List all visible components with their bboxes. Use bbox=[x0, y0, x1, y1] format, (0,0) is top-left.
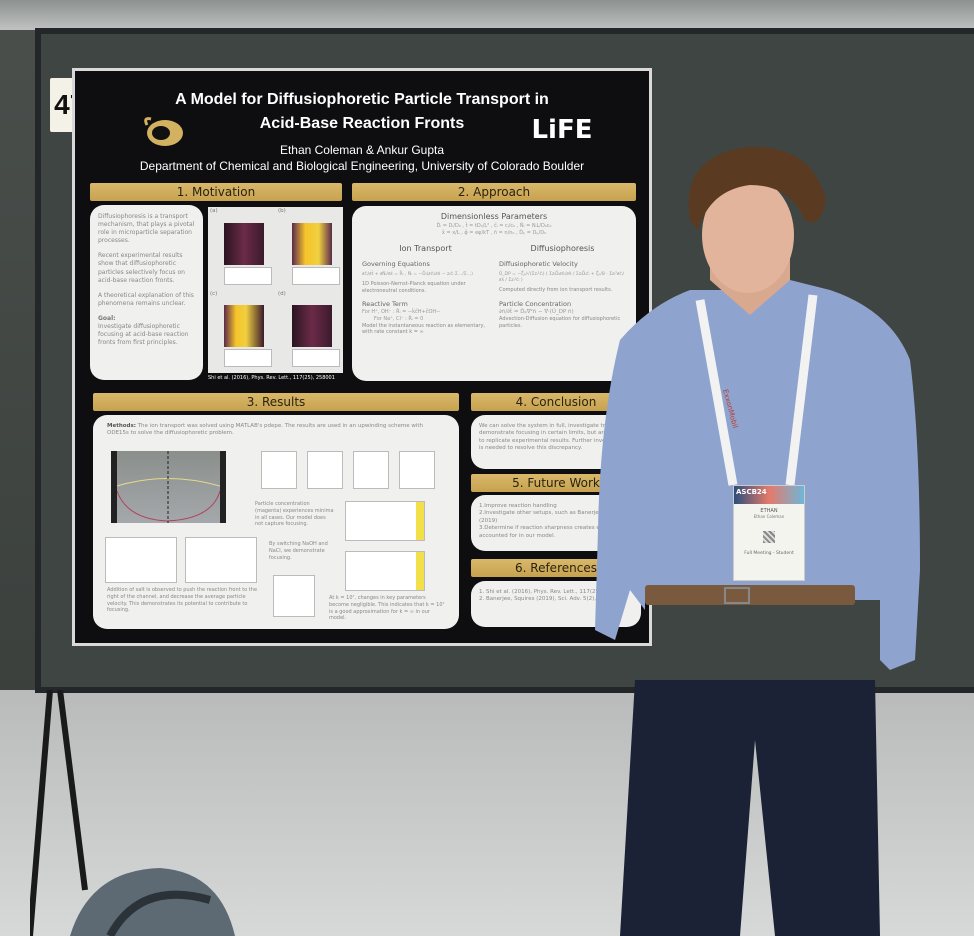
face bbox=[702, 177, 794, 293]
inset-plot-b bbox=[292, 267, 340, 285]
panel-label-b: (b) bbox=[278, 208, 286, 214]
dimless-eq2: x̃ = x/L , φ̃ = eφ/kT , ñ = n/n₀ , D̃ₚ =… bbox=[441, 229, 547, 236]
note-minima: Particle concentration (magenta) experie… bbox=[255, 501, 334, 528]
conclusion-header: 4. Conclusion bbox=[471, 393, 641, 411]
future-item: 3.Determine if reaction sharpness create… bbox=[479, 525, 626, 539]
velocity-label: Diffusiophoretic Velocity bbox=[499, 260, 578, 269]
particle-conc-note: Advection-Diffusion equation for diffusi… bbox=[499, 315, 621, 329]
reactive-term-label: Reactive Term bbox=[362, 300, 408, 309]
goal-text: Investigate diffusiophoretic focusing at… bbox=[98, 323, 189, 347]
badge-event: ASCB24 bbox=[734, 486, 804, 504]
velocity-eq: Ũ_DP = −ζ̃ₚ/√(Σzᵢ²c̃ᵢ) ( ΣzᵢD̃ᵢ∂c̃ᵢ/∂x̃ … bbox=[499, 271, 625, 283]
plot-equilibrium-conc bbox=[345, 551, 425, 591]
plot-salt-2 bbox=[353, 451, 389, 489]
backpack bbox=[70, 868, 235, 936]
plot-no-salt bbox=[261, 451, 297, 489]
panel-label-c: (c) bbox=[210, 291, 218, 297]
panel-label-a: (a) bbox=[210, 208, 218, 214]
qr-code-icon bbox=[763, 531, 775, 543]
poster-title-line2: Acid-Base Reaction Fronts bbox=[259, 115, 465, 132]
plot-switched bbox=[273, 575, 315, 617]
badge-first-name: ETHAN bbox=[760, 508, 778, 514]
note-switch: By switching NaOH and NaCl, we demonstra… bbox=[269, 541, 328, 561]
plot-front-vs-salt bbox=[105, 537, 177, 583]
diffusiophoresis-title: Diffusiophoresis bbox=[530, 244, 595, 254]
presenter-person: ExxonMobil ASCB24 ETHAN Ethan Coleman Fu… bbox=[590, 140, 930, 936]
reference-item: 1. Shi et al. (2016), Phys. Rev. Lett., … bbox=[479, 589, 626, 595]
badge-full-name: Ethan Coleman bbox=[753, 514, 785, 519]
dimless-eq1: D̃ᵢ = Dᵢ/D₀ , t̃ = tD₀/L² , c̃ᵢ = cᵢ/c₀ … bbox=[436, 222, 552, 229]
buffalo-logo-icon bbox=[144, 117, 183, 146]
motivation-p3: A theoretical explanation of this phenom… bbox=[98, 291, 194, 307]
inset-plot-d bbox=[292, 349, 340, 367]
reference-item: 2. Banerjee, Squires (2019), Sci. Adv. 5… bbox=[479, 596, 626, 603]
experiment-figure: (a) (b) (c) (d) bbox=[208, 207, 343, 373]
motivation-p1: Diffusiophoresis is a transport mechanis… bbox=[98, 213, 195, 245]
velocity-note: Computed directly from ion transport res… bbox=[499, 286, 613, 293]
future-item: 1.Improve reaction handling bbox=[479, 503, 557, 509]
plot-front-location bbox=[345, 501, 425, 541]
future-work-header: 5. Future Work bbox=[471, 474, 641, 492]
motivation-p2: Recent experimental results show that di… bbox=[98, 252, 185, 284]
plot-salt-1 bbox=[307, 451, 343, 489]
methods-text: The ion transport was solved using MATLA… bbox=[107, 423, 423, 437]
channel-profile-curves bbox=[116, 451, 221, 523]
figure-caption: Shi et al. (2016), Phys. Rev. Lett., 117… bbox=[208, 375, 335, 381]
goal-label: Goal: bbox=[98, 314, 116, 322]
methods-label: Methods: bbox=[107, 423, 136, 429]
results-header: 3. Results bbox=[93, 393, 459, 411]
ion-transport-title: Ion Transport bbox=[399, 244, 452, 254]
note-k: At k = 10⁷, changes in key parameters be… bbox=[329, 595, 445, 622]
name-badge: ASCB24 ETHAN Ethan Coleman Full Meeting … bbox=[733, 485, 805, 581]
reactive-eq1: For H⁺, OH⁻ : R̃ᵢ = −k̃c̃H+c̃OH− bbox=[362, 309, 441, 316]
dimless-title: Dimensionless Parameters bbox=[440, 212, 548, 221]
motivation-text-box: Diffusiophoresis is a transport mechanis… bbox=[90, 205, 203, 380]
badge-type: Full Meeting - Student bbox=[744, 551, 794, 556]
board-stand-legs bbox=[30, 690, 88, 936]
motivation-header: 1. Motivation bbox=[90, 183, 342, 201]
inset-plot-a bbox=[224, 267, 272, 285]
approach-box: Dimensionless Parameters D̃ᵢ = Dᵢ/D₀ , t… bbox=[352, 206, 636, 381]
note-salt: Addition of salt is observed to push the… bbox=[107, 587, 258, 614]
channel-diagram bbox=[111, 451, 226, 523]
curly-hair bbox=[688, 147, 826, 230]
approach-header: 2. Approach bbox=[352, 183, 636, 201]
future-item: 2.Investigate other setups, such as Bane… bbox=[479, 510, 626, 524]
inset-plot-c bbox=[224, 349, 272, 367]
governing-eq: ∂c̃ᵢ/∂t̃ + ∂Ñᵢ/∂x̃ = R̃ᵢ , Ñᵢ = −D̃ᵢ(∂c̃… bbox=[362, 271, 473, 277]
shirt bbox=[595, 280, 920, 670]
poster-title-line1: A Model for Diffusiophoretic Particle Tr… bbox=[175, 91, 549, 108]
reactive-note: Model the instantaneous reaction as elem… bbox=[362, 322, 485, 336]
ceiling bbox=[0, 0, 974, 30]
heatmap-a bbox=[224, 223, 264, 265]
reactive-eq2: For Na⁺, Cl⁻ : R̃ᵢ = 0 bbox=[374, 315, 424, 322]
plot-salt-3 bbox=[399, 451, 435, 489]
panel-label-d: (d) bbox=[278, 291, 286, 297]
belt-buckle bbox=[724, 587, 750, 604]
governing-eq-note: 1D Poisson-Nernst-Planck equation under … bbox=[362, 280, 466, 294]
life-logo: LiFE bbox=[531, 115, 593, 145]
poster-authors: Ethan Coleman & Ankur Gupta bbox=[279, 143, 445, 157]
results-box: Methods: The ion transport was solved us… bbox=[93, 415, 459, 629]
heatmap-d bbox=[292, 305, 332, 347]
heatmap-c bbox=[224, 305, 264, 347]
lanyard bbox=[695, 294, 818, 486]
particle-conc-label: Particle Concentration bbox=[499, 299, 572, 308]
poster-department: Department of Chemical and Biological En… bbox=[139, 159, 585, 173]
particle-conc-eq: ∂ñ/∂t̃ = D̃ₚ∇²ñ − ∇·(Ũ_DP ñ) bbox=[499, 308, 574, 315]
poster: A Model for Diffusiophoretic Particle Tr… bbox=[72, 68, 652, 646]
plot-velocity-vs-salt bbox=[185, 537, 257, 583]
heatmap-b bbox=[292, 223, 332, 265]
pants bbox=[620, 680, 880, 936]
person-figure: ExxonMobil bbox=[595, 147, 920, 936]
governing-eq-label: Governing Equations bbox=[362, 260, 430, 269]
